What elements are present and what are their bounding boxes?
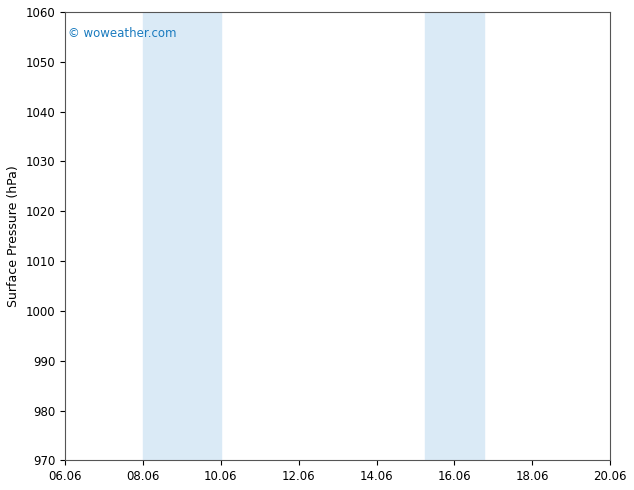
Bar	[143, 12, 221, 460]
Y-axis label: Surface Pressure (hPa): Surface Pressure (hPa)	[7, 165, 20, 307]
Bar	[425, 12, 484, 460]
Text: © woweather.com: © woweather.com	[68, 27, 177, 40]
